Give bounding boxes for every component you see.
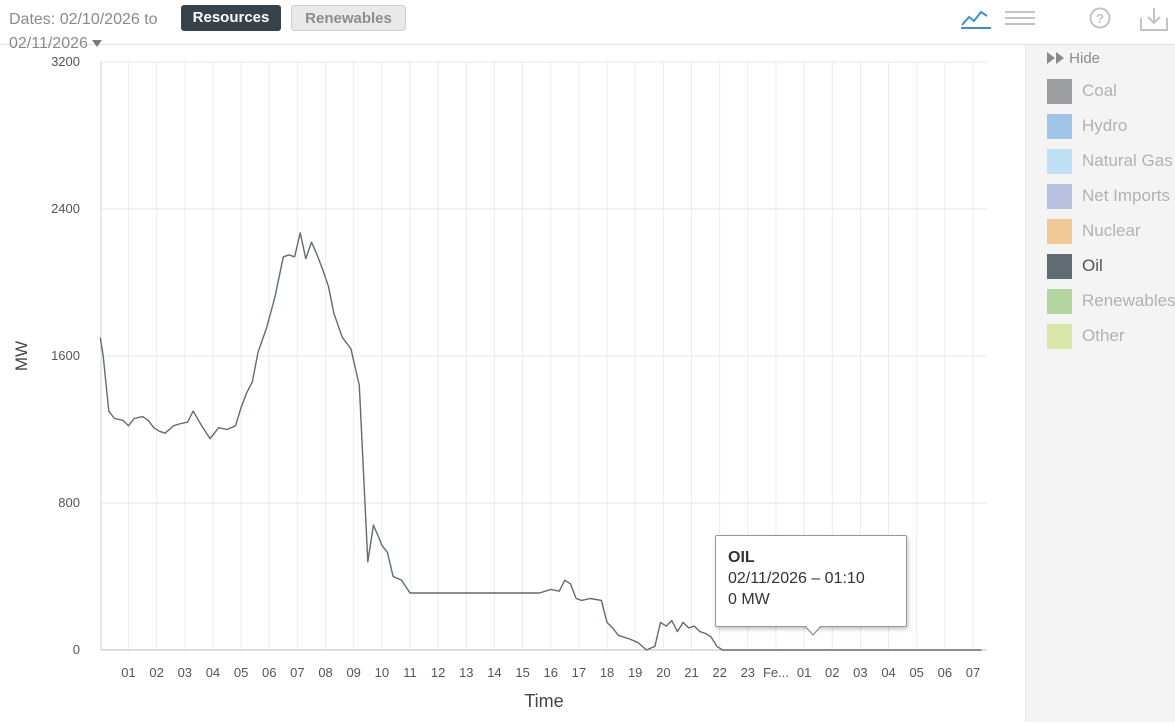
legend-panel: Hide Coal Hydro Natural Gas Net Imports Nucl… — [1025, 45, 1175, 722]
hide-label: Hide — [1069, 50, 1101, 67]
x-tick-label: 03 — [853, 665, 867, 680]
x-tick-label: 13 — [459, 665, 473, 680]
x-tick-label: 10 — [375, 665, 389, 680]
legend-label: Oil — [1082, 256, 1103, 275]
x-tick-label: 16 — [544, 665, 558, 680]
menu-icon[interactable] — [1004, 6, 1036, 30]
legend-label: Hydro — [1082, 116, 1128, 135]
date-range-line1: Dates: 02/10/2026 to — [9, 11, 158, 28]
x-tick-label: Fe... — [763, 665, 789, 680]
x-tick-label: 07 — [290, 665, 304, 680]
caret-down-icon[interactable] — [91, 40, 102, 48]
y-tick-label: 1600 — [51, 348, 80, 363]
x-tick-label: 18 — [600, 665, 614, 680]
legend-swatch — [1047, 114, 1072, 139]
tooltip-series: OIL — [728, 549, 755, 566]
x-tick-label: 04 — [881, 665, 895, 680]
x-tick-label: 21 — [684, 665, 698, 680]
x-tick-label: 01 — [121, 665, 135, 680]
x-tick-label: 22 — [712, 665, 726, 680]
x-tick-label: 09 — [346, 665, 360, 680]
x-tick-label: 20 — [656, 665, 670, 680]
fast-forward-icon-2 — [1056, 52, 1064, 64]
x-tick-label: 12 — [431, 665, 445, 680]
y-tick-label: 800 — [58, 495, 80, 510]
legend-swatch — [1047, 79, 1072, 104]
legend-swatch — [1047, 149, 1072, 174]
tooltip-pointer-inner — [805, 625, 821, 634]
x-tick-label: 11 — [403, 665, 417, 680]
chart-area: 0 800 1600 2400 3200 01 02 03 04 05 06 07 08 09 10 11 12… — [0, 45, 1025, 722]
help-icon[interactable]: ? — [1088, 6, 1112, 30]
fast-forward-icon — [1047, 52, 1055, 64]
svg-text:?: ? — [1096, 11, 1104, 26]
legend-label: Nuclear — [1082, 221, 1141, 240]
x-tick-label: 19 — [628, 665, 642, 680]
download-icon[interactable] — [1139, 6, 1169, 32]
x-tick-label: 04 — [206, 665, 220, 680]
legend-label: Other — [1082, 326, 1125, 345]
date-range-selector[interactable]: Dates: 02/10/2026 to 02/11/2026 — [9, 8, 158, 56]
legend-swatch — [1047, 324, 1072, 349]
tooltip-value: 0 MW — [728, 591, 770, 608]
chart-tooltip: OIL 02/11/2026 – 01:10 0 MW — [715, 535, 907, 636]
x-tick-label: 06 — [938, 665, 952, 680]
legend-swatch — [1047, 289, 1072, 314]
y-tick-label: 0 — [73, 642, 80, 657]
tooltip-time: 02/11/2026 – 01:10 — [728, 570, 865, 587]
legend-label: Net Imports — [1082, 186, 1170, 205]
renewables-tab-button[interactable]: Renewables — [291, 5, 406, 31]
x-tick-label: 15 — [515, 665, 529, 680]
x-tick-label: 08 — [318, 665, 332, 680]
x-tick-label: 05 — [909, 665, 923, 680]
x-tick-label: 06 — [262, 665, 276, 680]
date-range-line2: 02/11/2026 — [9, 35, 88, 52]
resources-tab-button[interactable]: Resources — [181, 5, 281, 31]
legend-label: Renewables — [1082, 291, 1175, 310]
x-tick-label: 14 — [487, 665, 501, 680]
x-tick-label: 03 — [178, 665, 192, 680]
legend-swatch — [1047, 184, 1072, 209]
oil-line-chart: 0 800 1600 2400 3200 01 02 03 04 05 06 07 08 09 10 11 12… — [12, 54, 987, 711]
x-tick-label: 07 — [966, 665, 980, 680]
x-tick-label: 02 — [825, 665, 839, 680]
x-tick-label: 02 — [149, 665, 163, 680]
x-tick-label: 23 — [741, 665, 755, 680]
legend-label: Coal — [1082, 81, 1117, 100]
legend-swatch — [1047, 219, 1072, 244]
toolbar: Dates: 02/10/2026 to 02/11/2026 Resource… — [0, 0, 1175, 52]
y-tick-label: 2400 — [51, 201, 80, 216]
y-tick-label: 3200 — [51, 54, 80, 69]
legend-label: Natural Gas — [1082, 151, 1173, 170]
legend-swatch — [1047, 254, 1072, 279]
y-axis-title: MW — [12, 341, 31, 371]
x-tick-label: 17 — [572, 665, 586, 680]
hide-legend-button[interactable]: Hide — [1047, 50, 1100, 67]
x-tick-label: 01 — [797, 665, 811, 680]
line-chart-icon[interactable] — [960, 6, 992, 30]
x-tick-label: 05 — [234, 665, 248, 680]
series-line-oil — [99, 232, 982, 651]
x-axis-title: Time — [524, 691, 563, 711]
